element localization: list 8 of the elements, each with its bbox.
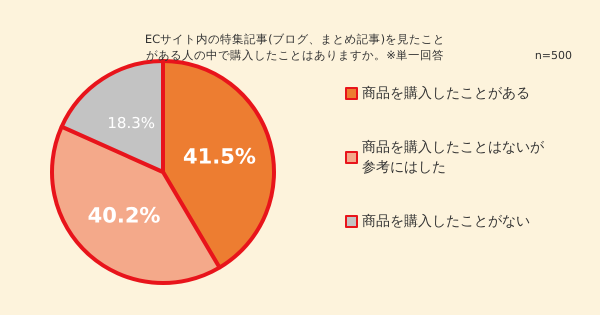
text: n=500 xyxy=(534,49,572,62)
legend-label: 商品を購入したことはないが参考にはした xyxy=(362,140,545,176)
data-label: 18.3% xyxy=(107,114,156,132)
legend-label: 商品を購入したことがない xyxy=(362,214,530,230)
legend-label: 商品を購入したことがある xyxy=(362,86,530,102)
chart-title: ECサイト内の特集記事(ブログ、まとめ記事)を見たことがある人の中で購入したことはありますか。※単一回答 xyxy=(144,32,446,62)
data-label: 41.5% xyxy=(182,144,256,169)
data-label: 40.2% xyxy=(88,204,160,228)
